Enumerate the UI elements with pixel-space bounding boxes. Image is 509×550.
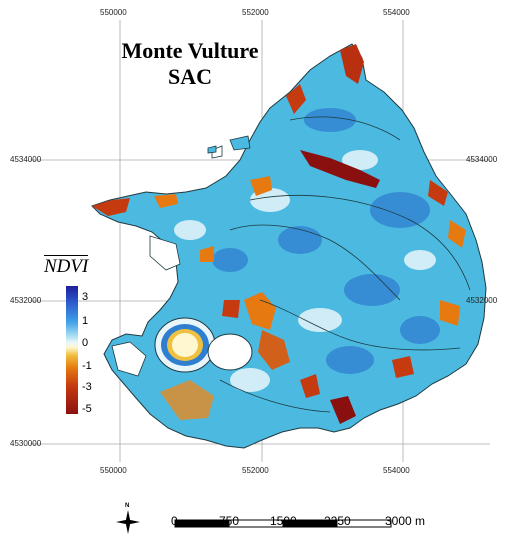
neutral-patches bbox=[174, 150, 436, 392]
map-title-line2: SAC bbox=[167, 64, 212, 89]
legend-title-text: NDVI bbox=[44, 256, 89, 277]
legend-tick-label: -5 bbox=[82, 403, 92, 415]
x-tick-label: 554000 bbox=[383, 8, 410, 17]
scale-label: 3000 m bbox=[385, 514, 426, 528]
legend-tick-label: 3 bbox=[82, 291, 89, 303]
internal-boundaries bbox=[219, 116, 471, 413]
legend-tick-label: -1 bbox=[82, 360, 92, 372]
x-tick-label: 550000 bbox=[100, 466, 127, 475]
north-label: N bbox=[125, 503, 130, 509]
excluded-areas bbox=[111, 145, 223, 377]
x-tick-label: 554000 bbox=[383, 466, 410, 475]
x-tick-label: 552000 bbox=[242, 466, 269, 475]
y-tick-label: 4532000 bbox=[10, 296, 42, 305]
legend-tick-label: -3 bbox=[82, 381, 92, 393]
negative-patches bbox=[92, 44, 466, 424]
islands bbox=[207, 135, 251, 154]
legend-tick-label: 0 bbox=[82, 337, 89, 349]
overline bbox=[44, 255, 89, 256]
scale-label: 750 bbox=[219, 514, 240, 528]
legend-color-ramp bbox=[66, 286, 78, 414]
y-tick-label: 4534000 bbox=[466, 155, 498, 164]
scale-label: 2250 bbox=[324, 514, 351, 528]
legend-title: NDVI bbox=[44, 255, 89, 278]
scale-label: 0 bbox=[171, 514, 178, 528]
x-tick-label: 550000 bbox=[100, 8, 127, 17]
y-tick-label: 4532000 bbox=[466, 296, 498, 305]
scale-bar bbox=[174, 519, 392, 528]
y-tick-label: 4530000 bbox=[10, 439, 42, 448]
x-tick-label: 552000 bbox=[242, 8, 269, 17]
y-tick-label: 4534000 bbox=[10, 155, 42, 164]
legend-tick-label: 1 bbox=[82, 315, 89, 327]
map-title-line1: Monte Vulture bbox=[121, 38, 259, 63]
crater-lakes bbox=[154, 317, 253, 373]
ndvi-raster bbox=[91, 43, 487, 449]
scale-label: 1500 bbox=[270, 514, 297, 528]
north-arrow-icon bbox=[116, 510, 140, 534]
